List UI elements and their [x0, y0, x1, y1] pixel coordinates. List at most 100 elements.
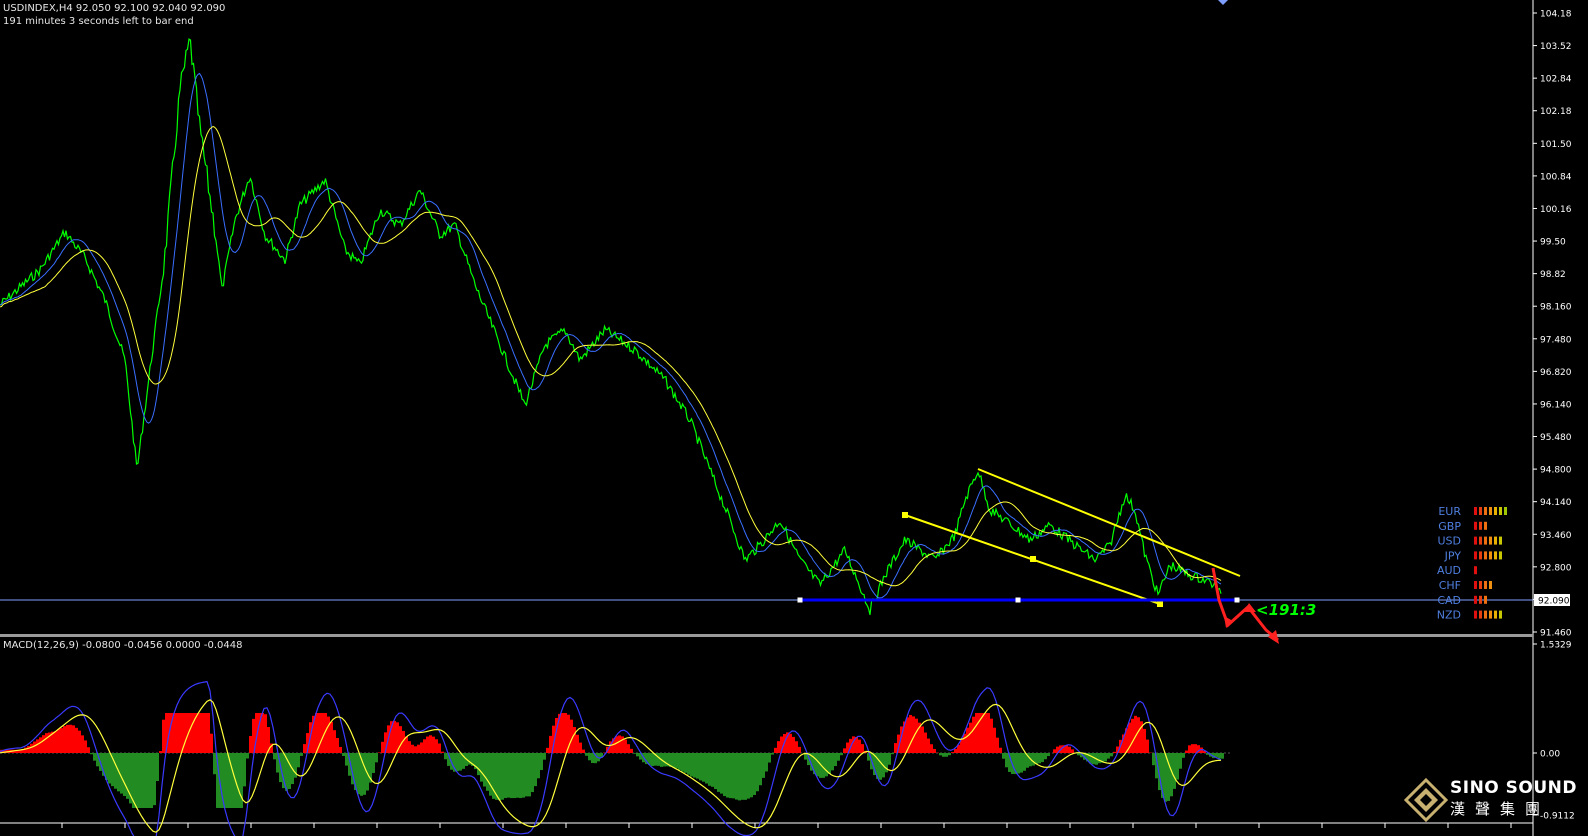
- macd-histogram-bar: [942, 753, 945, 757]
- macd-histogram-bar: [1116, 746, 1119, 753]
- macd-histogram-bar: [1107, 753, 1110, 759]
- macd-histogram-bar: [267, 727, 270, 753]
- channel-anchor-handle[interactable]: [1030, 556, 1036, 562]
- macd-histogram-bar: [984, 713, 987, 753]
- macd-histogram-bar: [402, 730, 405, 753]
- macd-histogram-bar: [588, 753, 591, 761]
- channel-anchor-handle[interactable]: [902, 512, 908, 518]
- macd-histogram-bar: [858, 739, 861, 753]
- macd-histogram-bar: [63, 726, 66, 753]
- macd-histogram-bar: [1065, 744, 1068, 753]
- macd-histogram-bar: [1068, 746, 1071, 753]
- macd-histogram-bar: [735, 753, 738, 800]
- support-anchor-handle[interactable]: [797, 597, 803, 603]
- macd-histogram-bar: [1128, 722, 1131, 753]
- macd-histogram-bar: [507, 753, 510, 798]
- macd-histogram-bar: [390, 721, 393, 753]
- strength-bar: [1494, 551, 1497, 560]
- macd-histogram-bar: [855, 736, 858, 753]
- macd-histogram-bar: [192, 713, 195, 753]
- macd-histogram-bar: [18, 749, 21, 753]
- macd-histogram-bar: [294, 753, 297, 778]
- macd-histogram-bar: [774, 747, 777, 753]
- macd-histogram-bar: [423, 739, 426, 753]
- macd-histogram-bar: [1170, 753, 1173, 797]
- macd-histogram-bar: [24, 747, 27, 753]
- channel-anchor-handle[interactable]: [1157, 601, 1163, 607]
- macd-histogram-bar: [42, 735, 45, 753]
- scroll-marker-icon[interactable]: [1218, 0, 1228, 5]
- macd-histogram-bar: [90, 753, 93, 755]
- macd-histogram-bar: [948, 753, 951, 756]
- macd-histogram-bar: [732, 753, 735, 799]
- macd-histogram-bar: [549, 735, 552, 753]
- macd-histogram-bar: [1113, 751, 1116, 753]
- macd-histogram-bar: [174, 713, 177, 753]
- price-tick-label: 98.160: [1540, 303, 1572, 313]
- macd-histogram-bar: [300, 753, 303, 756]
- macd-histogram-bar: [1197, 745, 1200, 753]
- macd-histogram-bar: [144, 753, 147, 808]
- macd-histogram-bar: [204, 713, 207, 753]
- strength-bar: [1489, 610, 1492, 619]
- macd-histogram-bar: [456, 753, 459, 772]
- macd-histogram-bar: [1212, 753, 1215, 759]
- macd-histogram-bar: [780, 736, 783, 753]
- pane-separator[interactable]: [0, 634, 1533, 637]
- price-tick-label: 93.460: [1540, 531, 1572, 541]
- macd-histogram-bar: [483, 753, 486, 787]
- macd-histogram-bar: [756, 753, 759, 792]
- macd-histogram-bar: [30, 743, 33, 753]
- drawing-objects[interactable]: [797, 468, 1280, 644]
- macd-histogram-bar: [288, 753, 291, 789]
- macd-histogram-bar: [312, 715, 315, 753]
- macd-axis-ticks: 1.5329 0.00 -0.9112: [1533, 641, 1575, 822]
- macd-histogram-bar: [87, 747, 90, 753]
- macd-histogram-bar: [129, 753, 132, 804]
- macd-histogram-bar: [432, 736, 435, 753]
- macd-histogram-bar: [966, 727, 969, 753]
- price-tick-label: 101.50: [1540, 140, 1572, 150]
- macd-histogram-bar: [366, 753, 369, 791]
- macd-histogram-bar: [717, 753, 720, 792]
- macd-histogram-bar: [579, 742, 582, 753]
- forecast-arrow-head-icon: [1244, 603, 1256, 612]
- forecast-arrow-head-icon: [1268, 630, 1279, 644]
- channel-upper-line[interactable]: [977, 468, 1241, 577]
- macd-histogram-bar: [33, 741, 36, 753]
- forecast-arrow-line[interactable]: [1211, 567, 1279, 642]
- macd-histogram-bar: [618, 735, 621, 753]
- macd-histogram-bar: [414, 746, 417, 753]
- macd-histogram-bar: [1185, 750, 1188, 753]
- macd-histogram-bar: [825, 753, 828, 777]
- macd-histogram-bar: [501, 753, 504, 800]
- macd-histogram-bar: [231, 753, 234, 808]
- macd-histogram-bar: [906, 717, 909, 753]
- macd-histogram-bar: [306, 733, 309, 753]
- macd-histogram-bar: [252, 718, 255, 753]
- macd-histogram-bar: [171, 713, 174, 753]
- macd-histogram-bar: [384, 732, 387, 753]
- macd-histogram-bar: [1056, 746, 1059, 753]
- macd-histogram-bar: [771, 753, 774, 755]
- macd-histogram-bar: [699, 753, 702, 781]
- fast-moving-average-line: [0, 72, 1222, 599]
- macd-histogram-bar: [48, 732, 51, 753]
- macd-histogram-bar: [195, 713, 198, 753]
- macd-histogram-bar: [1161, 753, 1164, 798]
- macd-histogram-bar: [1188, 745, 1191, 753]
- macd-histogram-bar: [102, 753, 105, 776]
- support-anchor-handle[interactable]: [1015, 597, 1021, 603]
- macd-histogram-bar: [1077, 753, 1080, 756]
- macd-histogram-bar: [915, 718, 918, 753]
- macd-histogram-bar: [1131, 718, 1134, 753]
- support-anchor-handle[interactable]: [1234, 597, 1240, 603]
- macd-histogram-bar: [789, 733, 792, 753]
- strength-bar: [1479, 581, 1482, 589]
- macd-histogram-bar: [330, 721, 333, 753]
- macd-histogram-bar: [1008, 753, 1011, 772]
- strength-bar: [1489, 507, 1492, 515]
- macd-histogram-bar: [1125, 728, 1128, 753]
- macd-histogram-bar: [585, 753, 588, 756]
